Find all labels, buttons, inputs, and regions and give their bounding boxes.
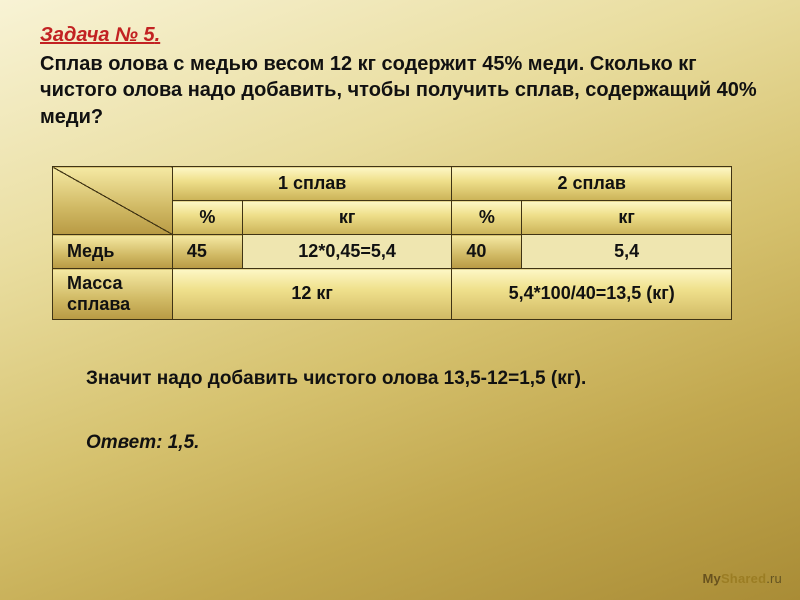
mass-value-1: 12 кг [172, 269, 452, 319]
watermark-suffix: .ru [766, 571, 782, 586]
header-kg-2: кг [522, 201, 732, 235]
corner-cell [53, 167, 173, 235]
row-label-mass: Масса сплава [53, 269, 173, 319]
alloy-table-wrapper: 1 сплав 2 сплав % кг % кг Медь 45 12*0,4… [52, 166, 732, 319]
watermark: MyShared.ru [702, 571, 782, 586]
copper-kg2: 5,4 [522, 235, 732, 269]
problem-number: Задача № 5. [40, 24, 160, 46]
answer-text: Ответ: 1,5. [86, 432, 760, 454]
row-label-mass-l2: сплава [67, 294, 164, 315]
table-row: Масса сплава 12 кг 5,4*100/40=13,5 (кг) [53, 269, 732, 319]
copper-kg1: 12*0,45=5,4 [242, 235, 452, 269]
problem-text: Сплав олова с медью весом 12 кг содержит… [40, 51, 760, 130]
watermark-part1: My [702, 571, 720, 586]
row-label-mass-l1: Масса [67, 273, 164, 294]
row-label-copper: Медь [53, 235, 173, 269]
header-alloy2: 2 сплав [452, 167, 732, 201]
copper-pct1: 45 [172, 235, 242, 269]
header-alloy1: 1 сплав [172, 167, 452, 201]
copper-pct2: 40 [452, 235, 522, 269]
header-percent-1: % [172, 201, 242, 235]
table-row: Медь 45 12*0,45=5,4 40 5,4 [53, 235, 732, 269]
table-row: 1 сплав 2 сплав [53, 167, 732, 201]
mass-value-2: 5,4*100/40=13,5 (кг) [452, 269, 732, 319]
watermark-part2: Shared [721, 571, 766, 586]
header-kg-1: кг [242, 201, 452, 235]
header-percent-2: % [452, 201, 522, 235]
problem-number-text: Задача № 5 [40, 24, 155, 46]
alloy-table: 1 сплав 2 сплав % кг % кг Медь 45 12*0,4… [52, 166, 732, 319]
conclusion-text: Значит надо добавить чистого олова 13,5-… [86, 368, 760, 390]
problem-heading: Задача № 5. [40, 24, 760, 47]
problem-number-period: . [155, 24, 161, 46]
